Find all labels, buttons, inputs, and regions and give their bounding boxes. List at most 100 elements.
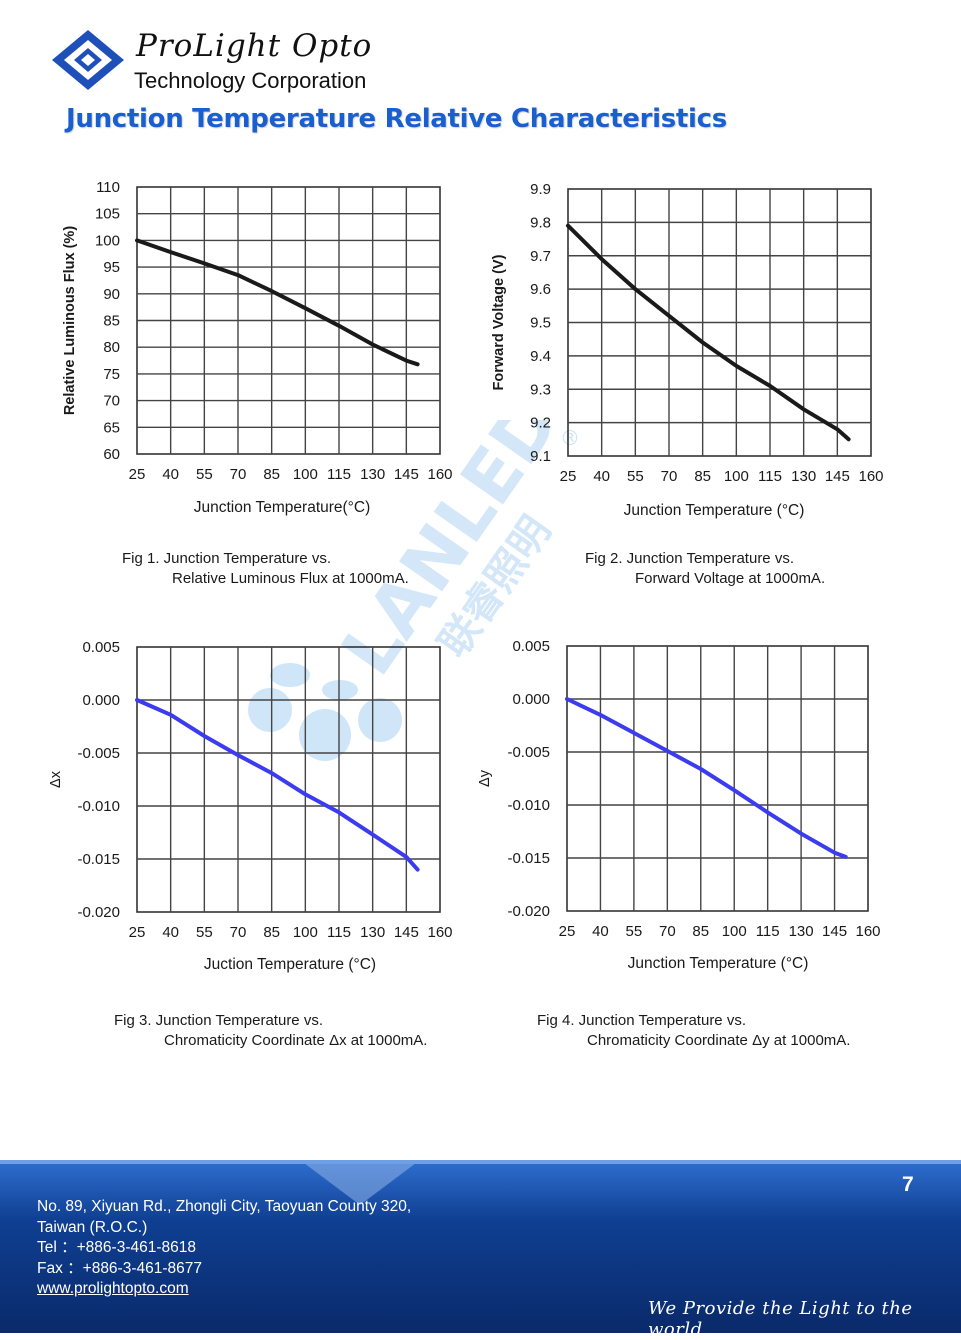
fig2-ytick-label: 9.4 — [530, 348, 551, 365]
fig4-xtick-label: 145 — [822, 923, 847, 940]
footer-banner — [0, 1160, 961, 1333]
fig2-xtick-label: 85 — [694, 468, 711, 485]
fig3-ytick-label: 0.000 — [82, 692, 120, 709]
fig3-yaxis-label: Δx — [48, 770, 64, 788]
footer-tel: Tel ：+886-3-461-8618 — [37, 1239, 196, 1256]
fig3-xtick-label: 85 — [263, 924, 280, 941]
fig3-xtick-label: 145 — [394, 924, 419, 941]
fig2-xtick-label: 100 — [724, 468, 749, 485]
fig1-ytick-label: 110 — [96, 179, 120, 196]
fig1-xaxis-label: Junction Temperature(°C) — [194, 499, 371, 516]
fig4-ytick-label: 0.005 — [512, 638, 550, 655]
fig3-ytick-label: -0.020 — [77, 904, 120, 921]
fig2-xtick-label: 160 — [858, 468, 883, 485]
fig2-xtick-label: 145 — [825, 468, 850, 485]
fig1-xtick-label: 70 — [230, 466, 247, 483]
fig3-caption-line1: Fig 3. Junction Temperature vs. — [114, 1012, 323, 1029]
fig2-xtick-label: 115 — [758, 468, 782, 485]
fig1-xtick-label: 25 — [129, 466, 146, 483]
fig1-ytick-label: 80 — [103, 339, 120, 356]
fig3-xtick-label: 100 — [293, 924, 318, 941]
watermark-registered: ® — [560, 426, 580, 450]
fig3-xtick-label: 40 — [162, 924, 179, 941]
fig1-caption: Fig 1. Junction Temperature vs. Relative… — [122, 549, 409, 589]
fig1-xtick-label: 115 — [327, 466, 351, 483]
fig1-ytick-label: 65 — [103, 419, 120, 436]
fig4-xtick-label: 115 — [756, 923, 780, 940]
fig2-ytick-label: 9.1 — [530, 448, 551, 465]
fig2-xaxis-label: Junction Temperature (°C) — [624, 502, 805, 519]
fig4-series-line — [565, 697, 848, 859]
fig1-xtick-label: 100 — [293, 466, 318, 483]
footer-slogan: We Provide the Light to the world — [648, 1298, 913, 1340]
fig3-xtick-label: 160 — [427, 924, 452, 941]
fig3-series-line — [135, 698, 420, 872]
fig2-ytick-label: 9.9 — [530, 181, 551, 198]
fig4-caption-line1: Fig 4. Junction Temperature vs. — [537, 1012, 746, 1029]
footer-fax: Fax ：+886-3-461-8677 — [37, 1259, 203, 1277]
fig3-xtick-label: 115 — [327, 924, 351, 941]
fig2-ytick-label: 9.2 — [530, 415, 551, 432]
fig3-ytick-label: -0.005 — [77, 745, 120, 762]
fig1-xtick-label: 160 — [427, 466, 452, 483]
fig4-ytick-label: -0.010 — [507, 797, 550, 814]
fig4-xtick-label: 55 — [626, 923, 643, 940]
fig4-caption: Fig 4. Junction Temperature vs. Chromati… — [537, 1011, 850, 1051]
watermark-logo: LANLEDS 联睿照明 ® — [248, 420, 605, 761]
fig4-ytick-label: 0.000 — [512, 691, 550, 708]
fig4-xtick-label: 130 — [789, 923, 814, 940]
fig4-yaxis-label: Δy — [477, 769, 493, 787]
fig2-yaxis-label: Forward Voltage (V) — [491, 254, 507, 390]
fig1-ytick-label: 100 — [95, 232, 120, 249]
fig4-xtick-label: 70 — [659, 923, 676, 940]
fig4-ytick-label: -0.015 — [507, 850, 550, 867]
fig4-ytick-label: -0.020 — [507, 903, 550, 920]
company-script-name: ProLight Opto — [136, 28, 373, 64]
fig2-caption-line1: Fig 2. Junction Temperature vs. — [585, 550, 794, 567]
fig3-caption-line2: Chromaticity Coordinate Δx at 1000mA. — [164, 1032, 428, 1049]
fig1-ytick-label: 105 — [95, 206, 120, 223]
fig2-ytick-label: 9.3 — [530, 381, 551, 398]
fig1-caption-line1: Fig 1. Junction Temperature vs. — [122, 550, 331, 567]
fig2-ytick-label: 9.6 — [530, 281, 551, 298]
fig1-series-line — [135, 238, 420, 367]
fig1-ytick-label: 95 — [103, 259, 120, 276]
fig4-xtick-label: 160 — [855, 923, 880, 940]
fig2-xtick-label: 55 — [627, 468, 644, 485]
fig2-caption-line2: Forward Voltage at 1000mA. — [635, 570, 826, 587]
fig1-ytick-label: 75 — [103, 366, 120, 383]
fig1-xtick-label: 145 — [394, 466, 419, 483]
page-title: Junction Temperature Relative Characteri… — [66, 104, 727, 134]
fig2-ytick-label: 9.8 — [530, 214, 551, 231]
fig4-ytick-label: -0.005 — [507, 744, 550, 761]
fig4-xaxis-label: Junction Temperature (°C) — [628, 955, 809, 972]
fig4-xtick-label: 100 — [722, 923, 747, 940]
fig2-series-line — [566, 223, 851, 442]
fig3-ytick-label: -0.015 — [77, 851, 120, 868]
footer-website-link[interactable]: www.prolightopto.com — [37, 1280, 189, 1297]
fig3-plot-frame — [136, 646, 441, 913]
fig1-xtick-label: 130 — [360, 466, 385, 483]
company-subtitle: Technology Corporation — [134, 68, 367, 93]
fig3-xtick-label: 70 — [230, 924, 247, 941]
fig3-ytick-label: 0.005 — [82, 639, 120, 656]
fig2-ytick-label: 9.7 — [530, 248, 551, 265]
fig1-ytick-label: 90 — [103, 286, 120, 303]
fig1-xtick-label: 55 — [196, 466, 213, 483]
fig2-xtick-label: 70 — [661, 468, 678, 485]
fig2-xtick-label: 40 — [593, 468, 610, 485]
fig1-caption-line2: Relative Luminous Flux at 1000mA. — [172, 570, 409, 587]
fig4-xtick-label: 25 — [559, 923, 576, 940]
fig1-xtick-label: 40 — [162, 466, 179, 483]
fig2-caption: Fig 2. Junction Temperature vs. Forward … — [585, 549, 825, 589]
footer-contact: No. 89, Xiyuan Rd., Zhongli City, Taoyua… — [37, 1197, 411, 1300]
fig4-plot-frame — [566, 645, 869, 912]
fig4-caption-line2: Chromaticity Coordinate Δy at 1000mA. — [587, 1032, 851, 1049]
fig1-xtick-label: 85 — [263, 466, 280, 483]
fig1-ytick-label: 60 — [103, 446, 120, 463]
fig3-xtick-label: 25 — [129, 924, 146, 941]
fig3-xaxis-label: Juction Temperature (°C) — [204, 956, 376, 973]
footer-address-line1: No. 89, Xiyuan Rd., Zhongli City, Taoyua… — [37, 1198, 412, 1215]
page-number: 7 — [902, 1173, 914, 1196]
